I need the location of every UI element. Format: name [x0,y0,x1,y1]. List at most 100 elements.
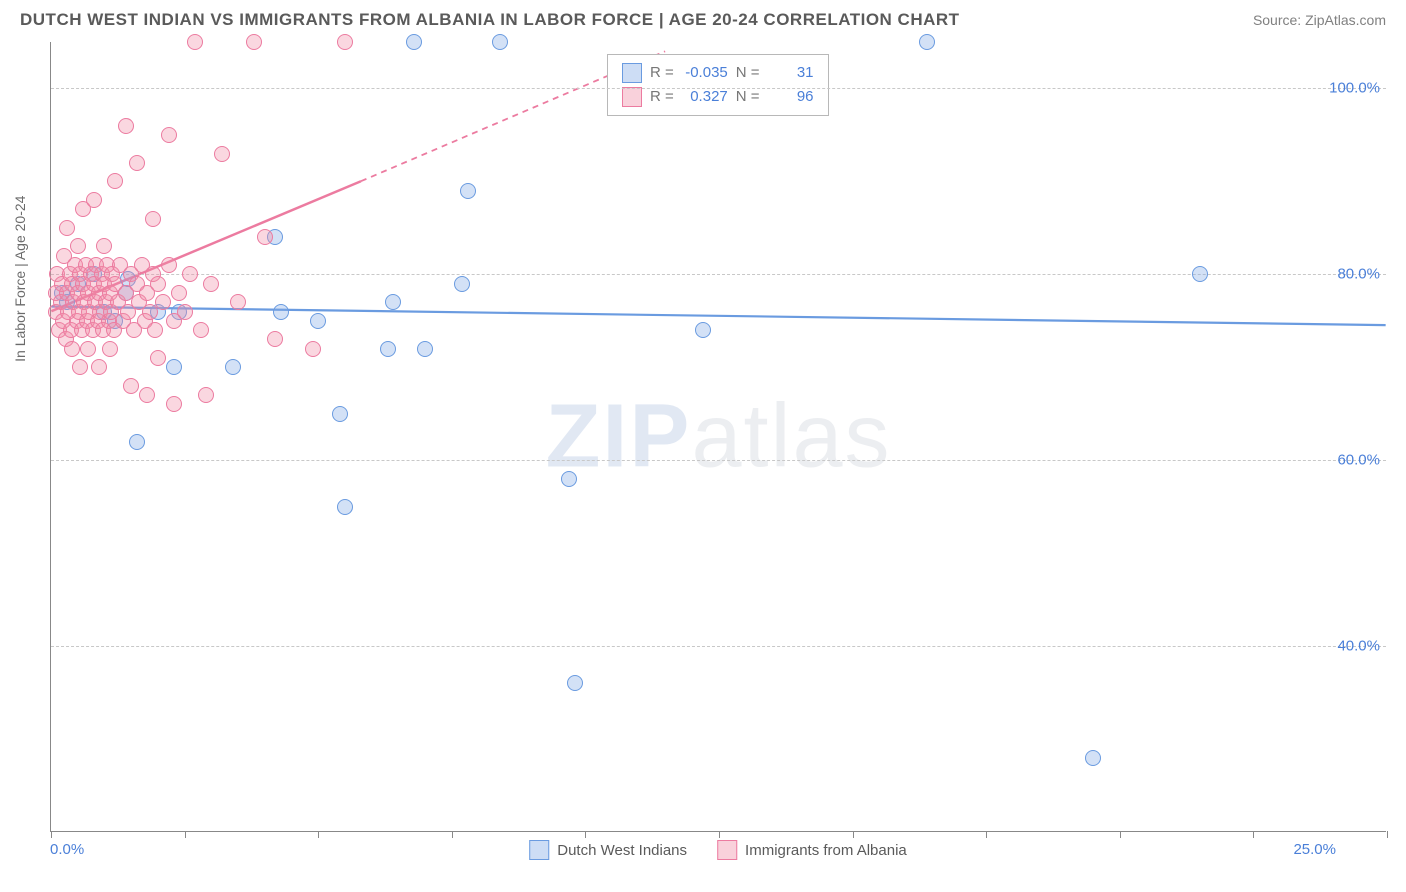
trend-lines [51,42,1386,831]
x-tick [452,831,453,838]
data-point [139,387,155,403]
stat-r-label: R = [650,61,674,85]
data-point [305,341,321,357]
data-point [337,34,353,50]
watermark-atlas: atlas [691,386,891,486]
legend-swatch [529,840,549,860]
data-point [695,322,711,338]
x-axis-min-label: 0.0% [50,841,84,858]
y-tick-label: 40.0% [1337,638,1380,655]
data-point [161,127,177,143]
data-point [214,146,230,162]
data-point [150,350,166,366]
data-point [203,276,219,292]
gridline [51,274,1386,275]
data-point [107,173,123,189]
data-point [64,341,80,357]
data-point [225,359,241,375]
stat-n-value: 31 [768,61,814,85]
data-point [406,34,422,50]
data-point [155,294,171,310]
x-tick [1120,831,1121,838]
stats-row: R = -0.035 N = 31 [622,61,814,85]
data-point [145,211,161,227]
data-point [72,359,88,375]
x-tick [1387,831,1388,838]
gridline [51,460,1386,461]
data-point [129,155,145,171]
legend-swatch [717,840,737,860]
data-point [380,341,396,357]
chart-title: DUTCH WEST INDIAN VS IMMIGRANTS FROM ALB… [20,10,960,30]
data-point [417,341,433,357]
scatter-plot: ZIPatlas R =-0.035N =31R =0.327N =96 40.… [50,42,1386,832]
legend-item: Dutch West Indians [529,840,687,860]
y-tick-label: 80.0% [1337,266,1380,283]
data-point [310,313,326,329]
x-tick [986,831,987,838]
x-tick [185,831,186,838]
data-point [267,331,283,347]
data-point [171,285,187,301]
data-point [460,183,476,199]
x-axis-max-label: 25.0% [1293,841,1336,858]
x-tick [585,831,586,838]
x-tick [1253,831,1254,838]
data-point [198,387,214,403]
data-point [129,434,145,450]
y-tick-label: 100.0% [1329,80,1380,97]
data-point [96,238,112,254]
data-point [561,471,577,487]
chart-source: Source: ZipAtlas.com [1253,12,1386,28]
data-point [166,396,182,412]
legend-swatch [622,63,642,83]
data-point [919,34,935,50]
y-tick-label: 60.0% [1337,452,1380,469]
x-tick [853,831,854,838]
data-point [147,322,163,338]
data-point [492,34,508,50]
data-point [118,118,134,134]
data-point [332,406,348,422]
legend-label: Immigrants from Albania [745,842,907,859]
data-point [91,359,107,375]
data-point [102,341,118,357]
data-point [1192,266,1208,282]
data-point [193,322,209,338]
data-point [567,675,583,691]
data-point [257,229,273,245]
data-point [161,257,177,273]
data-point [230,294,246,310]
stat-r-value: -0.035 [682,61,728,85]
x-tick [51,831,52,838]
data-point [86,192,102,208]
legend: Dutch West Indians Immigrants from Albani… [529,840,907,860]
data-point [182,266,198,282]
data-point [454,276,470,292]
x-tick [318,831,319,838]
x-tick [719,831,720,838]
data-point [273,304,289,320]
data-point [187,34,203,50]
data-point [177,304,193,320]
gridline [51,646,1386,647]
data-point [150,276,166,292]
chart-area: In Labor Force | Age 20-24 ZIPatlas R =-… [50,42,1386,832]
legend-swatch [622,87,642,107]
legend-label: Dutch West Indians [557,842,687,859]
data-point [123,378,139,394]
data-point [59,220,75,236]
trend-line [51,307,1385,326]
data-point [80,341,96,357]
correlation-stats-box: R =-0.035N =31R =0.327N =96 [607,54,829,116]
data-point [385,294,401,310]
data-point [1085,750,1101,766]
data-point [166,359,182,375]
y-axis-label: In Labor Force | Age 20-24 [12,196,28,362]
watermark: ZIPatlas [545,385,891,488]
data-point [337,499,353,515]
gridline [51,88,1386,89]
stat-n-label: N = [736,61,760,85]
data-point [70,238,86,254]
data-point [246,34,262,50]
